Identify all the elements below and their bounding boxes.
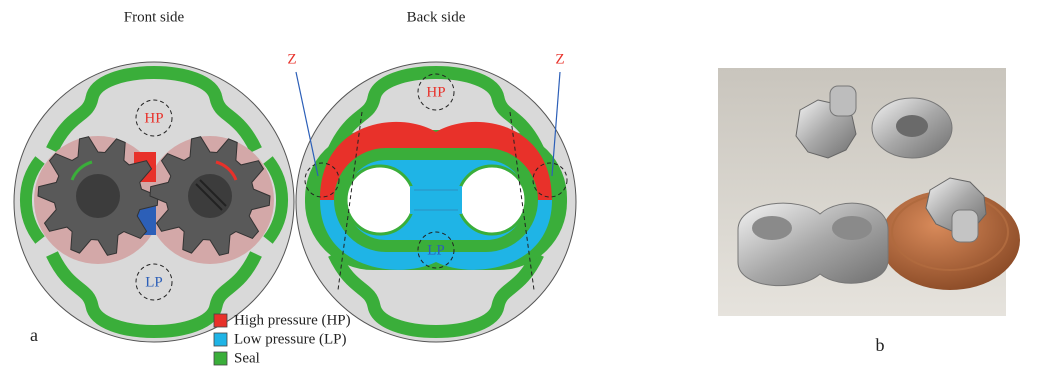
view-title: Front side <box>124 9 185 25</box>
hp-label: HP <box>144 110 163 126</box>
z-label: Z <box>555 51 564 67</box>
legend-swatch <box>214 314 227 327</box>
back-view: HP LP Z Z Back side <box>287 9 576 342</box>
panel-label: b <box>876 335 885 355</box>
photo <box>718 68 1020 316</box>
legend-swatch <box>214 333 227 346</box>
lp-label: LP <box>427 242 445 258</box>
figure: HP LP Front side HP LP Z Z Back side Hig… <box>0 0 1051 372</box>
legend-label: Seal <box>234 350 260 366</box>
lp-label: LP <box>145 274 163 290</box>
front-view: HP LP Front side <box>14 9 294 342</box>
legend-label: High pressure (HP) <box>234 312 351 328</box>
z-label: Z <box>287 51 296 67</box>
legend-swatch <box>214 352 227 365</box>
hp-label: HP <box>426 84 445 100</box>
view-title: Back side <box>407 9 466 25</box>
legend: High pressure (HP) Low pressure (LP) Seal <box>214 312 351 366</box>
legend-label: Low pressure (LP) <box>234 331 346 347</box>
panel-label: a <box>30 325 38 345</box>
